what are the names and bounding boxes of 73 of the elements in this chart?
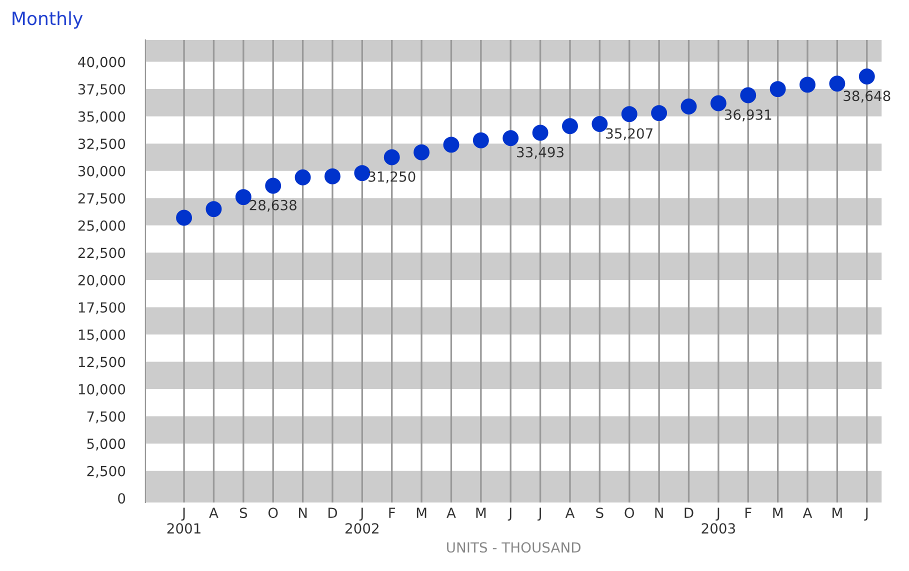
y-tick-label: 12,500 — [78, 356, 126, 369]
point — [443, 136, 460, 153]
y-tick-label: 37,500 — [78, 84, 126, 96]
y-tick-label: 35,000 — [78, 111, 126, 124]
x-tick-label: S — [240, 508, 248, 518]
point — [740, 87, 756, 104]
point — [858, 68, 875, 85]
x-tick-label: A — [802, 508, 812, 518]
x-tick-label: O — [624, 508, 634, 518]
x-tick-label: N — [298, 508, 307, 518]
point — [176, 210, 192, 226]
x-tick-label: S — [596, 508, 604, 518]
x-tick-label: A — [565, 508, 575, 518]
point — [621, 106, 638, 122]
point — [206, 201, 222, 218]
x-tick-label: J 2002 — [346, 508, 378, 534]
y-tick-label: 10,000 — [78, 384, 126, 396]
point — [472, 132, 489, 148]
point — [829, 76, 846, 92]
point — [414, 144, 430, 160]
y-tick-label: 30,000 — [78, 166, 126, 178]
point — [562, 118, 578, 134]
point — [800, 76, 816, 93]
x-tick-label: M — [476, 508, 486, 518]
x-tick-label: O — [268, 508, 278, 518]
x-tick-label: M — [416, 508, 426, 518]
x-tick-label: A — [209, 508, 218, 518]
x-tick-label: J 2003 — [702, 508, 735, 534]
x-tick-label: J — [538, 508, 541, 521]
point — [532, 124, 548, 141]
y-tick-label: 5,000 — [87, 438, 126, 450]
y-tick-label: 25,000 — [78, 220, 126, 232]
y-tick-label: 27,500 — [78, 193, 126, 206]
point — [770, 81, 786, 98]
point — [265, 178, 282, 194]
x-tick-label: N — [655, 508, 663, 518]
y-tick-label: 17,500 — [78, 302, 126, 314]
point — [592, 116, 608, 132]
point — [324, 168, 340, 184]
point — [710, 95, 726, 112]
data-label: 28,638 — [250, 200, 296, 212]
data-label: 33,493 — [517, 146, 564, 159]
y-tick-label: 40,000 — [78, 56, 126, 69]
x-tick-label: F — [746, 508, 752, 518]
y-tick-label: 15,000 — [78, 329, 126, 342]
x-tick-label: M — [832, 508, 842, 518]
x-tick-label: D — [328, 508, 338, 518]
point — [502, 130, 519, 146]
point — [384, 149, 400, 166]
x-axis-title: UNITS - THOUSAND — [447, 542, 581, 553]
x-tick-label: A — [446, 508, 456, 518]
point — [294, 169, 311, 186]
x-tick-label: J — [864, 508, 868, 521]
x-tick-label: M — [773, 508, 782, 518]
point — [651, 105, 668, 122]
y-tick-label: 22,500 — [78, 248, 126, 260]
x-tick-label: F — [389, 508, 396, 518]
y-tick-label: 0 — [118, 493, 126, 504]
x-tick-label: D — [684, 508, 694, 518]
point — [680, 98, 697, 114]
chart-title: Monthly — [12, 11, 83, 29]
y-tick-label: 20,000 — [78, 274, 126, 287]
x-tick-label: J 2001 — [167, 508, 200, 534]
data-label: 36,931 — [724, 109, 772, 122]
data-label: 38,648 — [844, 90, 890, 103]
point — [354, 165, 370, 182]
point — [235, 189, 252, 206]
x-tick-label: J — [508, 508, 512, 521]
y-tick-label: 32,500 — [78, 138, 126, 150]
y-tick-label: 2,500 — [87, 466, 126, 478]
data-label: 35,207 — [606, 128, 652, 140]
y-tick-label: 7,500 — [87, 411, 126, 424]
data-label: 31,250 — [368, 171, 416, 184]
